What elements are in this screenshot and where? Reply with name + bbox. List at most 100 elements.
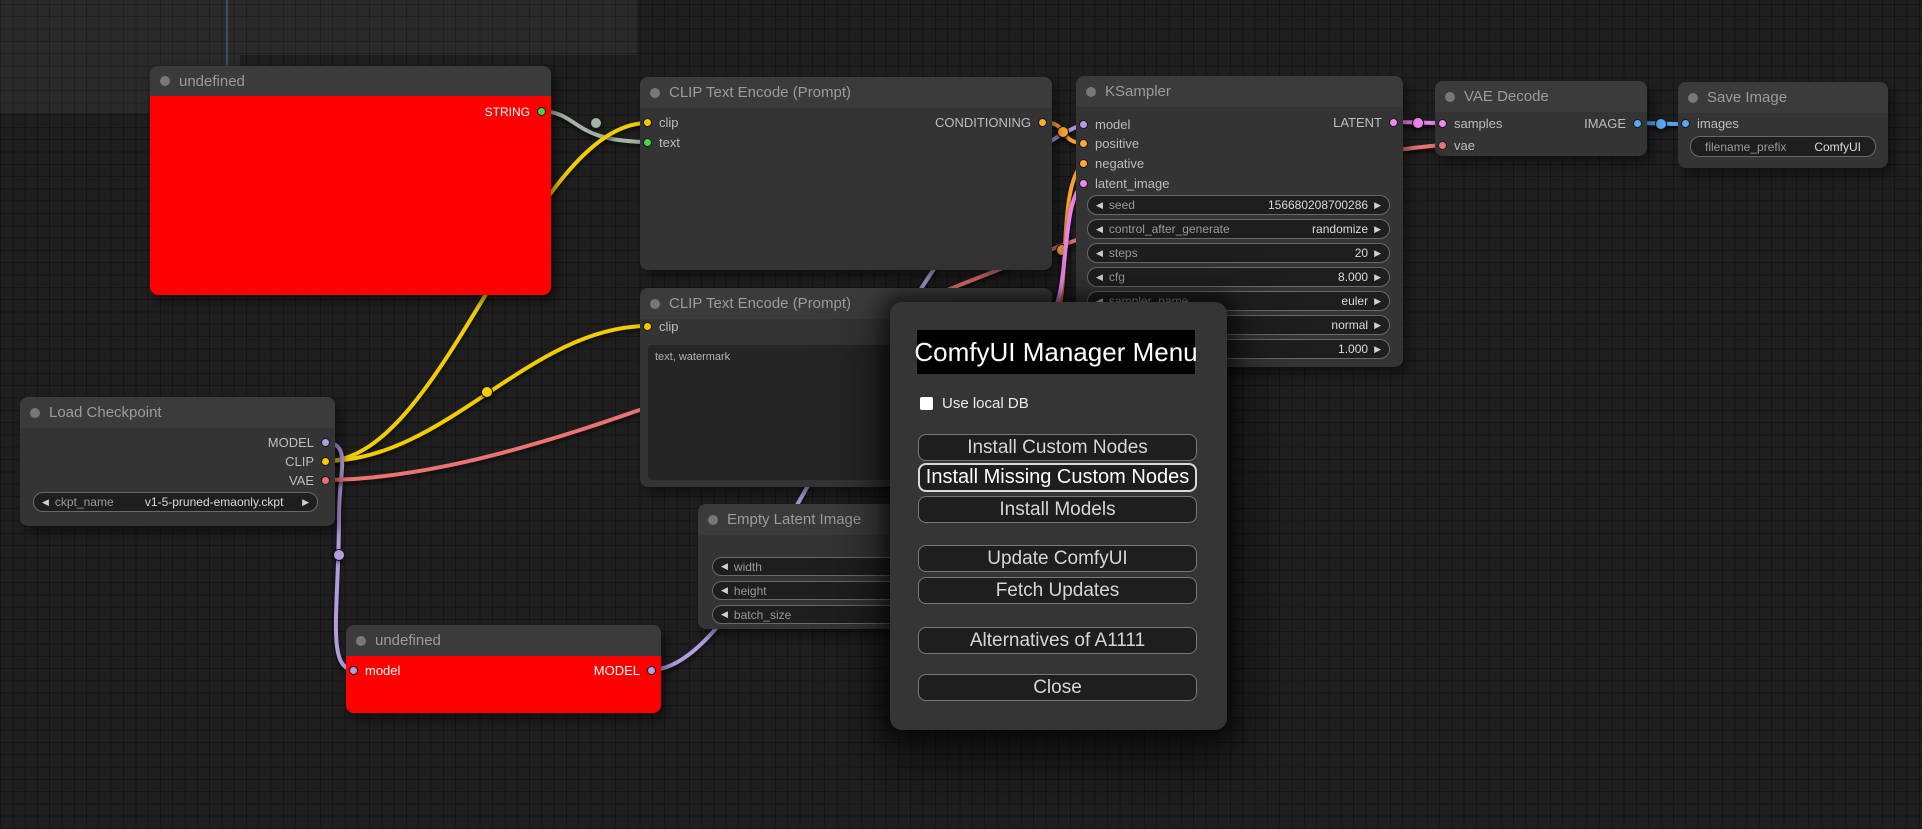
next-arrow-icon[interactable]: ▶ (1374, 295, 1381, 306)
port-dot-icon[interactable] (321, 457, 330, 466)
node-clip-text-encode-1[interactable]: CLIP Text Encode (Prompt) clip text COND… (640, 77, 1052, 270)
widget-label: filename_prefix (1705, 139, 1787, 154)
input-port-text[interactable]: text (640, 133, 680, 152)
input-port-images[interactable]: images (1678, 114, 1739, 133)
node-title-bar[interactable]: undefined (346, 625, 661, 656)
node-vae-decode[interactable]: VAE Decode samples vae IMAGE (1435, 81, 1647, 156)
port-dot-icon[interactable] (1633, 119, 1642, 128)
prev-arrow-icon[interactable]: ◀ (721, 585, 728, 595)
install-missing-custom-nodes-button[interactable]: Install Missing Custom Nodes (918, 463, 1197, 492)
widget-seed[interactable]: ◀ seed 156680208700286 ▶ (1087, 195, 1390, 215)
port-dot-icon[interactable] (647, 666, 656, 675)
port-dot-icon[interactable] (321, 438, 330, 447)
node-dot-icon (708, 514, 718, 525)
prev-arrow-icon[interactable]: ◀ (1096, 223, 1103, 234)
input-port-samples[interactable]: samples (1435, 114, 1502, 133)
input-port-clip[interactable]: clip (640, 113, 679, 132)
port-dot-icon[interactable] (349, 666, 358, 675)
port-dot-icon[interactable] (1079, 179, 1088, 188)
node-undefined-top[interactable]: undefined STRING (150, 66, 551, 295)
node-title-bar[interactable]: undefined (150, 66, 551, 96)
node-title-bar[interactable]: VAE Decode (1435, 81, 1647, 112)
port-dot-icon[interactable] (1389, 118, 1398, 127)
output-port-model[interactable]: MODEL (268, 433, 335, 452)
widget-cfg[interactable]: ◀ cfg 8.000 ▶ (1087, 267, 1390, 287)
next-arrow-icon[interactable]: ▶ (1374, 223, 1381, 234)
node-title: undefined (179, 72, 245, 90)
node-ksampler[interactable]: KSampler model positive negative latent_… (1076, 76, 1403, 367)
output-port-image[interactable]: IMAGE (1584, 114, 1647, 133)
prev-arrow-icon[interactable]: ◀ (1096, 271, 1103, 282)
alternatives-of-a1111-button[interactable]: Alternatives of A1111 (918, 627, 1197, 654)
widget-control-after-generate[interactable]: ◀ control_after_generate randomize ▶ (1087, 219, 1390, 239)
port-label: clip (659, 319, 679, 334)
output-port-vae[interactable]: VAE (289, 471, 335, 490)
port-dot-icon[interactable] (1438, 141, 1447, 150)
widget-filename-prefix[interactable]: filename_prefix ComfyUI (1690, 136, 1876, 157)
node-undefined-bottom[interactable]: undefined model MODEL (346, 625, 661, 713)
node-title-bar[interactable]: CLIP Text Encode (Prompt) (640, 77, 1052, 108)
reroute-dot-model[interactable] (333, 549, 345, 561)
input-port-model[interactable]: model (1076, 115, 1130, 134)
install-custom-nodes-button[interactable]: Install Custom Nodes (918, 434, 1197, 461)
port-label: latent_image (1095, 176, 1170, 191)
input-port-positive[interactable]: positive (1076, 134, 1139, 153)
node-save-image[interactable]: Save Image images filename_prefix ComfyU… (1678, 82, 1888, 168)
input-port-latent-image[interactable]: latent_image (1076, 174, 1169, 193)
output-port-string[interactable]: STRING (485, 102, 551, 121)
port-dot-icon[interactable] (643, 322, 652, 331)
reroute-dot-clip[interactable] (481, 386, 493, 398)
port-dot-icon[interactable] (1681, 119, 1690, 128)
port-label: clip (659, 115, 679, 130)
input-port-negative[interactable]: negative (1076, 154, 1144, 173)
install-models-button[interactable]: Install Models (918, 496, 1197, 523)
widget-steps[interactable]: ◀ steps 20 ▶ (1087, 243, 1390, 263)
node-title-bar[interactable]: Load Checkpoint (20, 397, 335, 428)
port-dot-icon[interactable] (1438, 119, 1447, 128)
input-port-vae[interactable]: vae (1435, 136, 1475, 155)
input-port-model[interactable]: model (346, 661, 400, 680)
node-title-bar[interactable]: Save Image (1678, 82, 1888, 113)
next-arrow-icon[interactable]: ▶ (1374, 199, 1381, 210)
update-comfyui-button[interactable]: Update ComfyUI (918, 545, 1197, 572)
next-arrow-icon[interactable]: ▶ (1374, 343, 1381, 354)
port-dot-icon[interactable] (1079, 120, 1088, 129)
wire-string (539, 109, 650, 144)
prev-arrow-icon[interactable]: ◀ (1096, 199, 1103, 210)
node-title-bar[interactable]: KSampler (1076, 76, 1403, 107)
next-arrow-icon[interactable]: ▶ (1374, 271, 1381, 282)
use-local-db-checkbox[interactable] (920, 397, 933, 410)
close-button[interactable]: Close (918, 674, 1197, 701)
next-arrow-icon[interactable]: ▶ (1374, 247, 1381, 258)
output-port-model[interactable]: MODEL (594, 661, 661, 680)
port-dot-icon[interactable] (1038, 118, 1047, 127)
next-arrow-icon[interactable]: ▶ (302, 496, 309, 507)
reroute-dot-conditioning[interactable] (1057, 126, 1069, 138)
reroute-dot-latent[interactable] (1412, 117, 1424, 129)
input-port-clip[interactable]: clip (640, 317, 679, 336)
reroute-dot-string[interactable] (590, 117, 602, 129)
port-dot-icon[interactable] (643, 138, 652, 147)
widget-ckpt-name[interactable]: ◀ ckpt_name v1-5-pruned-emaonly.ckpt ▶ (33, 492, 318, 512)
output-port-conditioning[interactable]: CONDITIONING (935, 113, 1052, 132)
port-dot-icon[interactable] (1079, 159, 1088, 168)
use-local-db-row[interactable]: Use local DB (920, 395, 1029, 412)
output-port-clip[interactable]: CLIP (285, 452, 335, 471)
prev-arrow-icon[interactable]: ◀ (42, 496, 49, 507)
port-label: VAE (288, 473, 314, 488)
port-dot-icon[interactable] (1079, 139, 1088, 148)
node-load-checkpoint[interactable]: Load Checkpoint MODEL CLIP VAE ◀ ckpt_na… (20, 397, 335, 526)
fetch-updates-button[interactable]: Fetch Updates (918, 577, 1197, 604)
prev-arrow-icon[interactable]: ◀ (1096, 295, 1103, 306)
widget-value: randomize (1312, 222, 1369, 236)
output-port-latent[interactable]: LATENT (1333, 113, 1403, 132)
next-arrow-icon[interactable]: ▶ (1374, 319, 1381, 330)
port-dot-icon[interactable] (537, 107, 546, 116)
prev-arrow-icon[interactable]: ◀ (1096, 247, 1103, 258)
reroute-dot-image[interactable] (1655, 118, 1667, 130)
port-dot-icon[interactable] (321, 476, 330, 485)
prev-arrow-icon[interactable]: ◀ (721, 561, 728, 571)
prev-arrow-icon[interactable]: ◀ (721, 609, 728, 619)
port-dot-icon[interactable] (643, 118, 652, 127)
